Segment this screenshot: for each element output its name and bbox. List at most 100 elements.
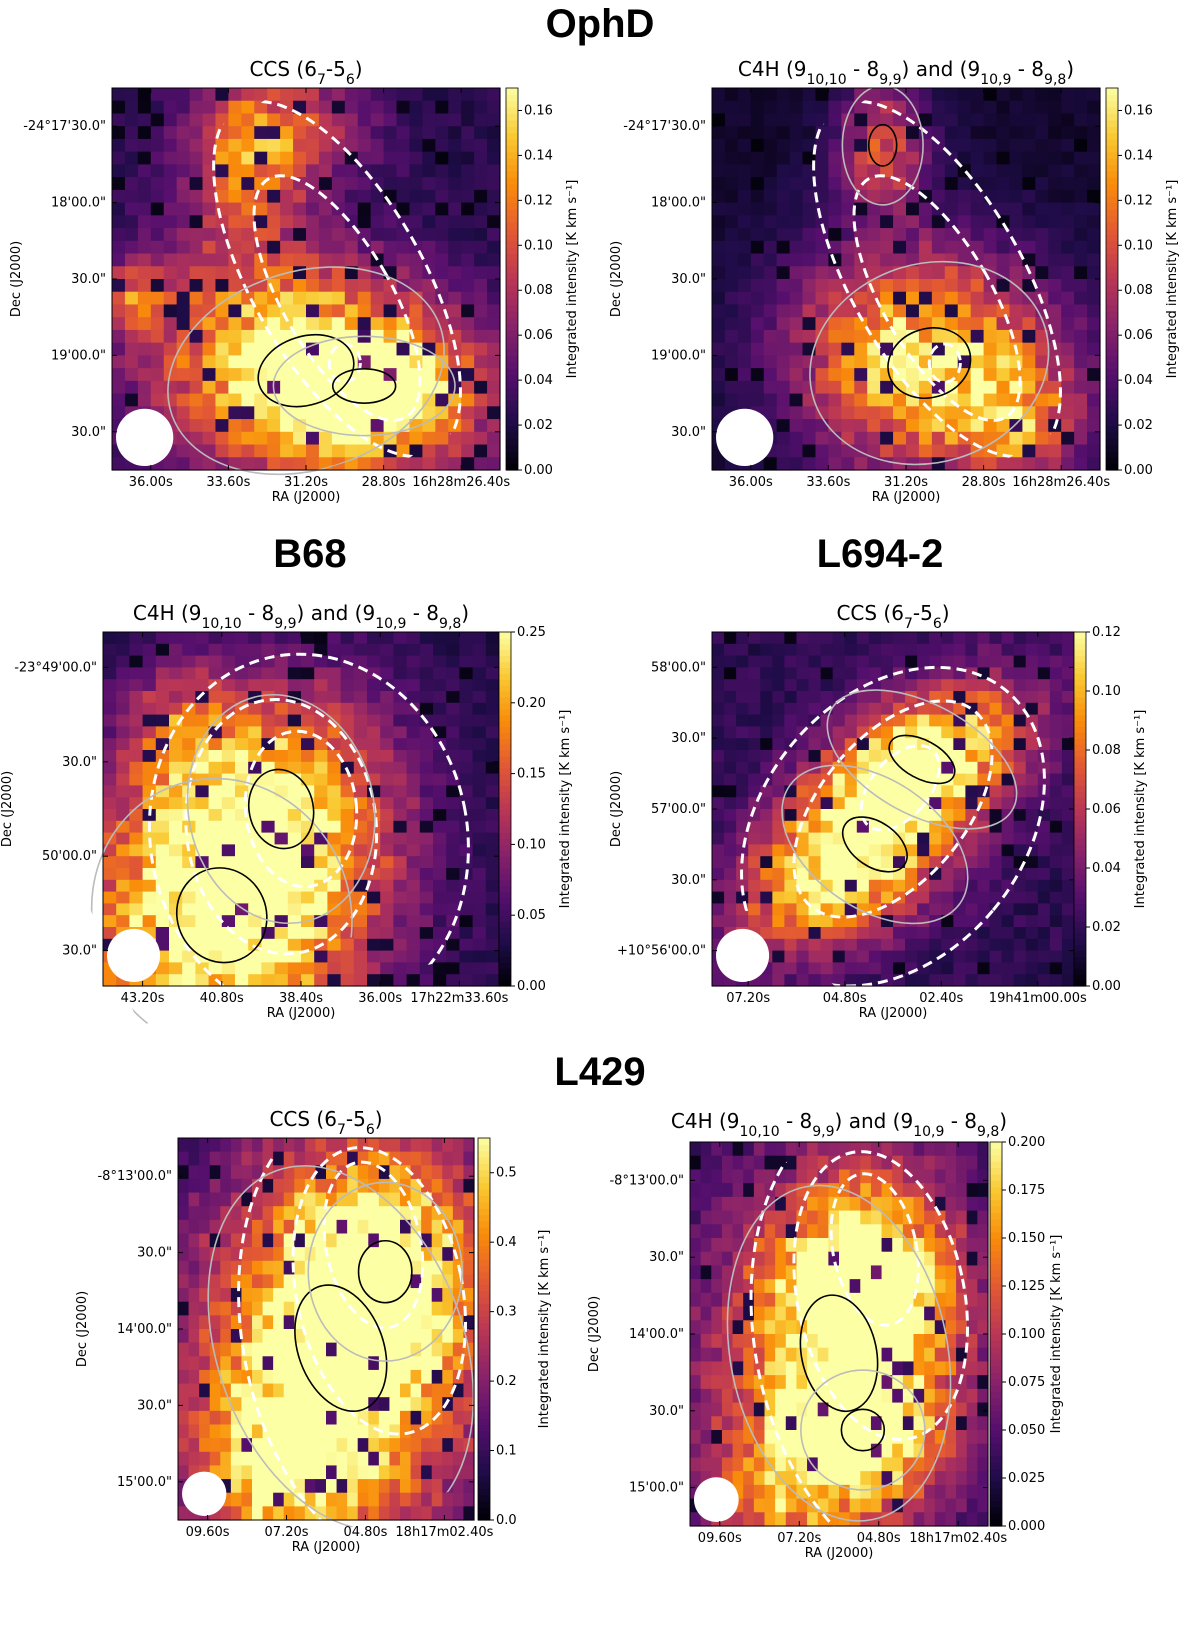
heatmap-cell: [409, 126, 423, 140]
heatmap-cell: [202, 253, 217, 267]
heatmap-cell: [202, 88, 217, 102]
heatmap-cell: [370, 304, 385, 318]
heatmap-cell: [474, 100, 488, 115]
heatmap-cell: [176, 291, 191, 306]
heatmap-cell: [267, 202, 281, 216]
heatmap-cell: [254, 291, 268, 306]
heatmap-cell: [112, 266, 126, 280]
heatmap-cell: [267, 406, 281, 420]
heatmap-cell: [422, 317, 436, 331]
heatmap-cell: [435, 266, 449, 280]
heatmap-cell: [396, 177, 411, 191]
heatmap-cell: [241, 253, 255, 267]
heatmap-cell: [215, 164, 229, 178]
heatmap-cell: [331, 291, 346, 306]
heatmap-cell: [435, 406, 449, 420]
heatmap-cell: [189, 304, 204, 318]
heatmap-cell: [293, 393, 307, 407]
heatmap-cell: [176, 88, 191, 102]
heatmap-cell: [396, 342, 411, 356]
heatmap-cell: [409, 304, 423, 318]
heatmap-cell: [150, 240, 165, 255]
heatmap-cell: [474, 253, 488, 267]
heatmap-cell: [280, 88, 294, 102]
heatmap-cell: [202, 279, 217, 293]
heatmap-cell: [396, 126, 411, 140]
heatmap-cell: [228, 368, 242, 382]
heatmap-cell: [150, 253, 165, 267]
heatmap-cell: [409, 202, 423, 216]
heatmap-cell: [331, 138, 346, 153]
heatmap-cell: [189, 393, 204, 407]
heatmap-cell: [124, 317, 139, 331]
heatmap-cell: [112, 164, 126, 178]
heatmap-cell: [137, 266, 152, 280]
heatmap-cell: [383, 228, 398, 242]
heatmap-cell: [280, 240, 294, 255]
heatmap-cell: [383, 368, 398, 382]
heatmap-cell: [124, 202, 139, 216]
heatmap-cell: [280, 138, 294, 153]
heatmap-cell: [409, 164, 423, 178]
heatmap-cell: [112, 138, 126, 153]
heatmap-cell: [370, 355, 385, 369]
heatmap-cell: [124, 368, 139, 382]
heatmap-cell: [137, 291, 152, 306]
heatmap-cell: [215, 138, 229, 153]
heatmap-cell: [370, 215, 385, 229]
heatmap-cell: [124, 253, 139, 267]
heatmap-cell: [163, 88, 178, 102]
heatmap-cell: [293, 355, 307, 369]
heatmap-cell: [474, 329, 488, 344]
heatmap-cell: [150, 380, 165, 395]
heatmap-cell: [344, 100, 359, 115]
heatmap-cell: [306, 138, 320, 153]
heatmap-cell: [150, 342, 165, 356]
heatmap-cell: [124, 88, 139, 102]
heatmap-cell: [112, 100, 126, 115]
heatmap-cell: [344, 406, 359, 420]
heatmap-cell: [176, 177, 191, 191]
heatmap-cell: [487, 380, 501, 395]
heatmap-cell: [422, 88, 436, 102]
heatmap-cell: [241, 393, 255, 407]
heatmap-cell: [163, 215, 178, 229]
heatmap-cell: [409, 100, 423, 115]
heatmap-cell: [383, 419, 398, 433]
heatmap-cell: [176, 419, 191, 433]
heatmap-cell: [241, 368, 255, 382]
heatmap-cell: [422, 164, 436, 178]
heatmap-cell: [241, 189, 255, 204]
heatmap-cell: [487, 406, 501, 420]
heatmap-cell: [357, 368, 372, 382]
heatmap-cell: [189, 151, 204, 165]
heatmap-cell: [331, 266, 346, 280]
heatmap-cell: [267, 253, 281, 267]
heatmap-cell: [112, 342, 126, 356]
heatmap-cell: [318, 304, 333, 318]
heatmap-cell: [461, 202, 475, 216]
heatmap-cell: [228, 100, 242, 115]
heatmap-cell: [150, 88, 165, 102]
heatmap-cell: [189, 202, 204, 216]
heatmap-cell: [409, 177, 423, 191]
heatmap-cell: [409, 419, 423, 433]
heatmap-cell: [150, 228, 165, 242]
heatmap-cell: [176, 279, 191, 293]
heatmap-cell: [267, 88, 281, 102]
group-title-l429: L429: [554, 1050, 646, 1094]
heatmap-cell: [150, 100, 165, 115]
heatmap-cell: [474, 177, 488, 191]
heatmap-cell: [124, 266, 139, 280]
heatmap-cell: [112, 88, 126, 102]
heatmap-cell: [409, 88, 423, 102]
heatmap-cell: [228, 113, 242, 127]
heatmap-cell: [267, 304, 281, 318]
heatmap-cell: [435, 393, 449, 407]
heatmap-cell: [370, 406, 385, 420]
heatmap-cell: [487, 151, 501, 165]
heatmap-cell: [383, 317, 398, 331]
heatmap-cell: [176, 329, 191, 344]
heatmap-cell: [176, 126, 191, 140]
heatmap-cell: [383, 215, 398, 229]
